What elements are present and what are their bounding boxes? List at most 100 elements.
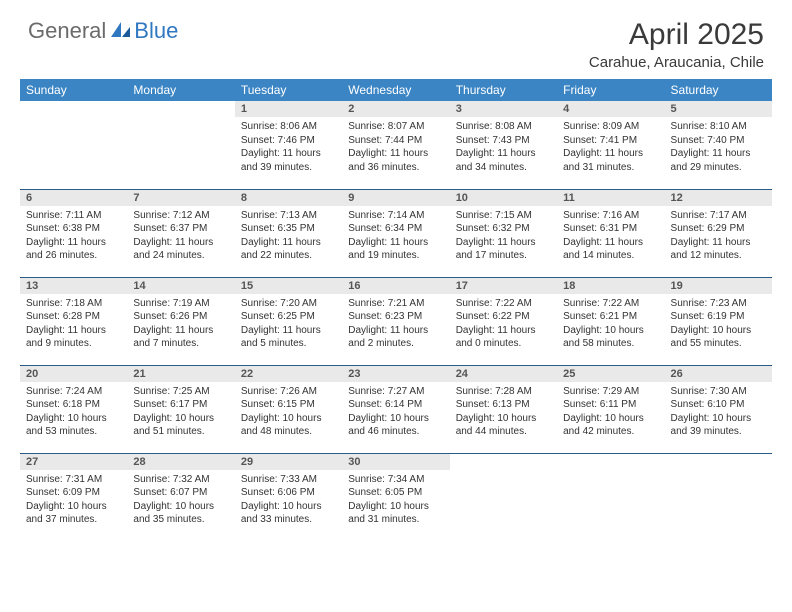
title-block: April 2025 Carahue, Araucania, Chile: [589, 18, 764, 71]
daylight-line: Daylight: 11 hours and 19 minutes.: [348, 236, 443, 263]
sunrise-line: Sunrise: 7:17 AM: [671, 209, 766, 223]
calendar-cell: [557, 453, 664, 541]
sunset-line: Sunset: 6:06 PM: [241, 486, 336, 500]
day-details: Sunrise: 7:11 AMSunset: 6:38 PMDaylight:…: [20, 206, 127, 267]
day-header: Sunday: [20, 79, 127, 101]
day-details: Sunrise: 7:18 AMSunset: 6:28 PMDaylight:…: [20, 294, 127, 355]
sunrise-line: Sunrise: 7:15 AM: [456, 209, 551, 223]
calendar-week-row: 6Sunrise: 7:11 AMSunset: 6:38 PMDaylight…: [20, 189, 772, 277]
sunset-line: Sunset: 7:46 PM: [241, 134, 336, 148]
sunrise-line: Sunrise: 7:28 AM: [456, 385, 551, 399]
empty-day: [557, 454, 664, 470]
calendar-cell: 14Sunrise: 7:19 AMSunset: 6:26 PMDayligh…: [127, 277, 234, 365]
day-number: 4: [557, 101, 664, 117]
sunrise-line: Sunrise: 7:18 AM: [26, 297, 121, 311]
sunset-line: Sunset: 6:05 PM: [348, 486, 443, 500]
day-details: Sunrise: 7:34 AMSunset: 6:05 PMDaylight:…: [342, 470, 449, 531]
calendar-cell: 12Sunrise: 7:17 AMSunset: 6:29 PMDayligh…: [665, 189, 772, 277]
day-number: 9: [342, 190, 449, 206]
day-details: Sunrise: 7:26 AMSunset: 6:15 PMDaylight:…: [235, 382, 342, 443]
calendar-cell: 19Sunrise: 7:23 AMSunset: 6:19 PMDayligh…: [665, 277, 772, 365]
calendar-cell: 30Sunrise: 7:34 AMSunset: 6:05 PMDayligh…: [342, 453, 449, 541]
daylight-line: Daylight: 11 hours and 7 minutes.: [133, 324, 228, 351]
calendar-week-row: 13Sunrise: 7:18 AMSunset: 6:28 PMDayligh…: [20, 277, 772, 365]
sunrise-line: Sunrise: 7:31 AM: [26, 473, 121, 487]
sunset-line: Sunset: 6:32 PM: [456, 222, 551, 236]
sunset-line: Sunset: 6:23 PM: [348, 310, 443, 324]
header: General Blue April 2025 Carahue, Araucan…: [0, 0, 792, 79]
day-details: Sunrise: 7:33 AMSunset: 6:06 PMDaylight:…: [235, 470, 342, 531]
sunrise-line: Sunrise: 7:24 AM: [26, 385, 121, 399]
sunrise-line: Sunrise: 8:07 AM: [348, 120, 443, 134]
sunset-line: Sunset: 6:09 PM: [26, 486, 121, 500]
calendar-cell: [450, 453, 557, 541]
day-details: Sunrise: 7:19 AMSunset: 6:26 PMDaylight:…: [127, 294, 234, 355]
day-number: 20: [20, 366, 127, 382]
sunrise-line: Sunrise: 8:09 AM: [563, 120, 658, 134]
calendar-cell: 20Sunrise: 7:24 AMSunset: 6:18 PMDayligh…: [20, 365, 127, 453]
calendar-cell: 29Sunrise: 7:33 AMSunset: 6:06 PMDayligh…: [235, 453, 342, 541]
sunset-line: Sunset: 6:19 PM: [671, 310, 766, 324]
daylight-line: Daylight: 11 hours and 0 minutes.: [456, 324, 551, 351]
sunset-line: Sunset: 6:14 PM: [348, 398, 443, 412]
day-details: Sunrise: 7:21 AMSunset: 6:23 PMDaylight:…: [342, 294, 449, 355]
daylight-line: Daylight: 11 hours and 31 minutes.: [563, 147, 658, 174]
day-details: Sunrise: 7:12 AMSunset: 6:37 PMDaylight:…: [127, 206, 234, 267]
logo: General Blue: [28, 18, 178, 44]
calendar-cell: 15Sunrise: 7:20 AMSunset: 6:25 PMDayligh…: [235, 277, 342, 365]
day-details: Sunrise: 8:06 AMSunset: 7:46 PMDaylight:…: [235, 117, 342, 178]
daylight-line: Daylight: 11 hours and 39 minutes.: [241, 147, 336, 174]
calendar-table: SundayMondayTuesdayWednesdayThursdayFrid…: [20, 79, 772, 541]
day-number: 21: [127, 366, 234, 382]
day-details: Sunrise: 7:25 AMSunset: 6:17 PMDaylight:…: [127, 382, 234, 443]
sunrise-line: Sunrise: 7:12 AM: [133, 209, 228, 223]
sunrise-line: Sunrise: 7:25 AM: [133, 385, 228, 399]
day-number: 12: [665, 190, 772, 206]
day-details: Sunrise: 7:31 AMSunset: 6:09 PMDaylight:…: [20, 470, 127, 531]
day-details: Sunrise: 7:22 AMSunset: 6:22 PMDaylight:…: [450, 294, 557, 355]
sunset-line: Sunset: 6:29 PM: [671, 222, 766, 236]
sunset-line: Sunset: 6:07 PM: [133, 486, 228, 500]
day-details: Sunrise: 7:20 AMSunset: 6:25 PMDaylight:…: [235, 294, 342, 355]
day-number: 25: [557, 366, 664, 382]
sunset-line: Sunset: 6:37 PM: [133, 222, 228, 236]
daylight-line: Daylight: 10 hours and 44 minutes.: [456, 412, 551, 439]
calendar-cell: [127, 101, 234, 189]
sunset-line: Sunset: 6:18 PM: [26, 398, 121, 412]
day-header: Monday: [127, 79, 234, 101]
sunset-line: Sunset: 7:44 PM: [348, 134, 443, 148]
day-header: Tuesday: [235, 79, 342, 101]
day-number: 16: [342, 278, 449, 294]
calendar-cell: 13Sunrise: 7:18 AMSunset: 6:28 PMDayligh…: [20, 277, 127, 365]
day-header: Saturday: [665, 79, 772, 101]
daylight-line: Daylight: 11 hours and 5 minutes.: [241, 324, 336, 351]
sunset-line: Sunset: 7:41 PM: [563, 134, 658, 148]
sunrise-line: Sunrise: 8:10 AM: [671, 120, 766, 134]
calendar-cell: 2Sunrise: 8:07 AMSunset: 7:44 PMDaylight…: [342, 101, 449, 189]
sunrise-line: Sunrise: 7:32 AM: [133, 473, 228, 487]
day-number: 11: [557, 190, 664, 206]
day-details: Sunrise: 7:32 AMSunset: 6:07 PMDaylight:…: [127, 470, 234, 531]
day-details: Sunrise: 7:23 AMSunset: 6:19 PMDaylight:…: [665, 294, 772, 355]
sunset-line: Sunset: 6:11 PM: [563, 398, 658, 412]
calendar-week-row: 27Sunrise: 7:31 AMSunset: 6:09 PMDayligh…: [20, 453, 772, 541]
calendar-cell: 28Sunrise: 7:32 AMSunset: 6:07 PMDayligh…: [127, 453, 234, 541]
day-number: 7: [127, 190, 234, 206]
sunrise-line: Sunrise: 7:22 AM: [456, 297, 551, 311]
calendar-cell: 8Sunrise: 7:13 AMSunset: 6:35 PMDaylight…: [235, 189, 342, 277]
sunset-line: Sunset: 6:31 PM: [563, 222, 658, 236]
calendar-cell: 21Sunrise: 7:25 AMSunset: 6:17 PMDayligh…: [127, 365, 234, 453]
day-details: Sunrise: 8:09 AMSunset: 7:41 PMDaylight:…: [557, 117, 664, 178]
sunset-line: Sunset: 6:28 PM: [26, 310, 121, 324]
day-number: 29: [235, 454, 342, 470]
calendar-cell: [665, 453, 772, 541]
day-details: Sunrise: 7:27 AMSunset: 6:14 PMDaylight:…: [342, 382, 449, 443]
day-number: 28: [127, 454, 234, 470]
sunset-line: Sunset: 7:40 PM: [671, 134, 766, 148]
daylight-line: Daylight: 11 hours and 29 minutes.: [671, 147, 766, 174]
daylight-line: Daylight: 10 hours and 46 minutes.: [348, 412, 443, 439]
day-number: 14: [127, 278, 234, 294]
sunset-line: Sunset: 6:34 PM: [348, 222, 443, 236]
day-details: Sunrise: 8:08 AMSunset: 7:43 PMDaylight:…: [450, 117, 557, 178]
calendar-cell: 17Sunrise: 7:22 AMSunset: 6:22 PMDayligh…: [450, 277, 557, 365]
